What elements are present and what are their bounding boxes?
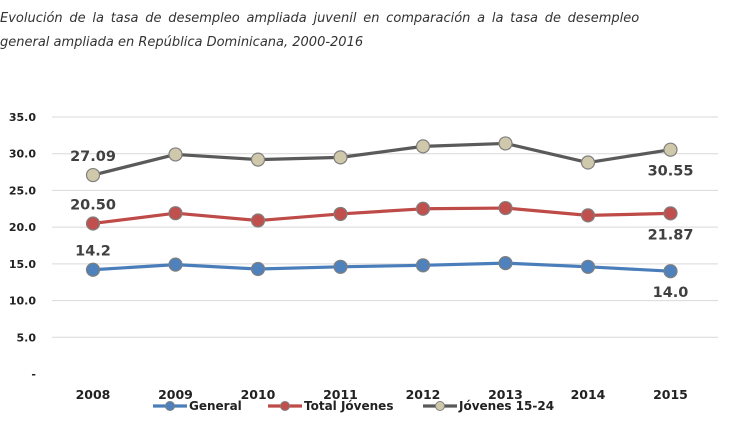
marker-general-2009 [168, 257, 183, 272]
marker-jóvenes-15-24-2008 [85, 167, 101, 183]
marker-general-2013 [498, 256, 513, 271]
y-tick-label: 25.0 [9, 184, 36, 197]
series-line-total-jóvenes [92, 206, 671, 226]
data-label-jóvenes-15-24-2008: 27.09 [70, 149, 116, 165]
x-tick-label-2011: 2011 [323, 387, 358, 402]
legend-marker-total-jóvenes [280, 401, 290, 411]
marker-general-2011 [333, 259, 348, 274]
marker-jóvenes-15-24-2012 [415, 139, 431, 154]
y-tick-label: 15.0 [9, 258, 36, 271]
data-label-general-2008: 14.2 [75, 244, 111, 260]
marker-general-2014 [580, 259, 596, 274]
legend-label-jóvenes-15-24: Jóvenes 15-24 [458, 399, 554, 413]
caption-line-1: Evolución de la tasa de desempleo amplia… [0, 11, 640, 26]
series-line-general [92, 261, 671, 273]
marker-general-2012 [415, 258, 431, 273]
marker-total-jóvenes-2014 [580, 208, 596, 223]
x-tick-label-2012: 2012 [406, 387, 441, 402]
x-tick-label-2015: 2015 [653, 387, 688, 402]
marker-jóvenes-15-24-2014 [580, 155, 596, 170]
series-line-jóvenes-15-24 [92, 141, 671, 177]
y-tick-label: 10.0 [9, 295, 36, 308]
data-label-total-jóvenes-2008: 20.50 [70, 197, 116, 213]
marker-general-2008 [85, 262, 101, 277]
x-tick-label-2008: 2008 [76, 387, 111, 402]
legend-marker-jóvenes-15-24 [435, 401, 445, 411]
y-tick-label: 35.0 [9, 111, 36, 124]
marker-total-jóvenes-2008 [85, 216, 101, 231]
x-tick-label-2013: 2013 [488, 387, 523, 402]
caption-line-2: general ampliada en República Dominicana… [0, 35, 364, 50]
marker-total-jóvenes-2015 [663, 206, 678, 221]
x-tick-label-2014: 2014 [571, 387, 606, 402]
marker-total-jóvenes-2013 [498, 200, 513, 216]
marker-general-2015 [663, 264, 678, 279]
marker-jóvenes-15-24-2013 [498, 136, 513, 151]
data-label-jóvenes-15-24-2015: 30.55 [648, 164, 694, 180]
marker-total-jóvenes-2009 [168, 206, 183, 221]
y-tick-label: - [31, 368, 36, 381]
marker-total-jóvenes-2012 [415, 201, 431, 216]
marker-jóvenes-15-24-2009 [168, 147, 183, 162]
y-tick-label: 5.0 [17, 331, 37, 344]
x-tick-label-2010: 2010 [241, 387, 276, 402]
chart-panel: 35.0 30.0 25.0 20.0 15.0 10.0 5.0 - 2008 2009 2010… [0, 90, 733, 430]
x-tick-label-2009: 2009 [158, 387, 193, 402]
legend-label-total-jóvenes: Total Jóvenes [304, 399, 393, 413]
marker-jóvenes-15-24-2011 [333, 150, 348, 165]
y-tick-label: 30.0 [9, 148, 36, 161]
line-chart: 35.0 30.0 25.0 20.0 15.0 10.0 5.0 - 2008 2009 2010… [9, 111, 718, 413]
y-tick-label: 20.0 [9, 221, 36, 234]
chart-caption: Evolución de la tasa de desempleo amplia… [0, 7, 733, 55]
marker-total-jóvenes-2010 [250, 213, 266, 228]
marker-general-2010 [250, 261, 266, 277]
data-label-general-2015: 14.0 [653, 285, 689, 301]
marker-jóvenes-15-24-2010 [250, 152, 266, 167]
marker-total-jóvenes-2011 [333, 206, 348, 222]
data-label-total-jóvenes-2015: 21.87 [648, 227, 694, 243]
legend-label-general: General [189, 399, 242, 413]
legend-marker-general [165, 401, 175, 411]
marker-jóvenes-15-24-2015 [663, 142, 678, 157]
